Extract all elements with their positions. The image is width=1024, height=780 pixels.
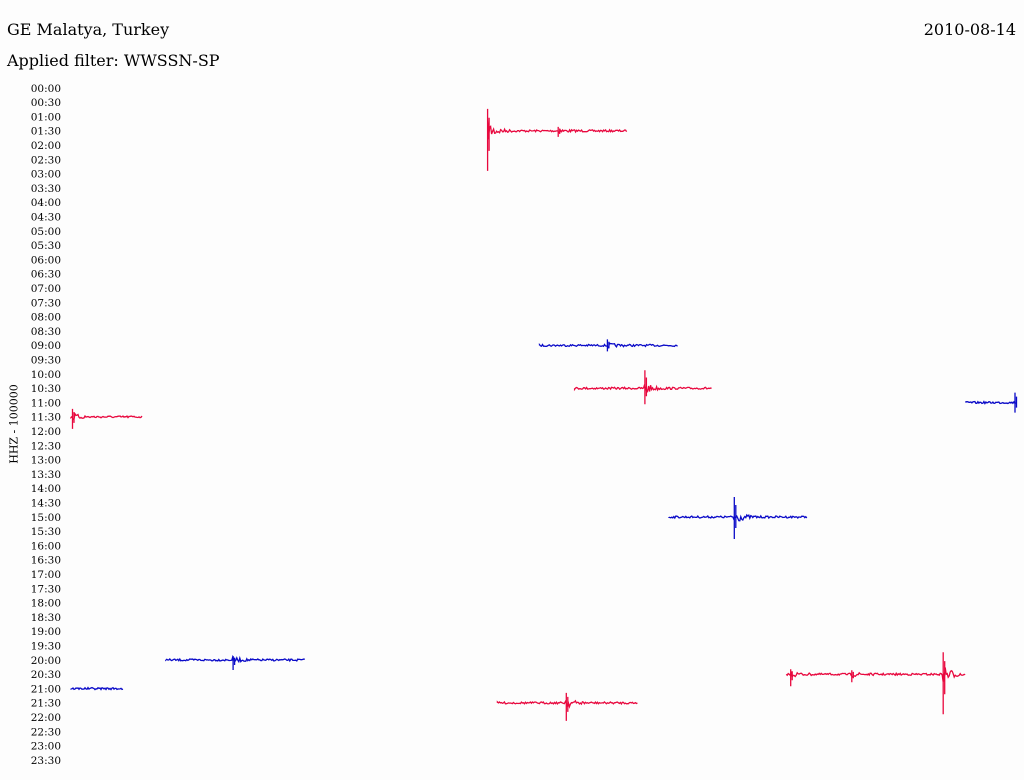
y-tick-label: 23:00 bbox=[31, 741, 61, 753]
y-tick-label: 17:30 bbox=[31, 583, 61, 595]
y-tick-label: 14:00 bbox=[31, 483, 61, 495]
y-tick-label: 01:00 bbox=[31, 111, 61, 123]
y-tick-labels: 00:00 00:30 01:00 01:30 02:00 02:30 03:00 03:30… bbox=[31, 83, 61, 767]
trace-segment bbox=[165, 654, 305, 670]
y-tick-label: 17:00 bbox=[31, 569, 61, 581]
trace-segment bbox=[538, 339, 678, 352]
y-tick-label: 01:30 bbox=[31, 126, 61, 138]
y-tick-label: 08:30 bbox=[31, 326, 61, 338]
y-tick-label: 03:00 bbox=[31, 169, 61, 181]
trace-segment bbox=[486, 108, 628, 171]
y-tick-label: 00:00 bbox=[31, 83, 61, 95]
plot-date: 2010-08-14 bbox=[923, 20, 1016, 39]
y-tick-label: 02:30 bbox=[31, 154, 61, 166]
y-tick-label: 20:30 bbox=[31, 669, 61, 681]
y-tick-label: 13:30 bbox=[31, 469, 61, 481]
seismic-traces bbox=[70, 108, 1018, 721]
trace-segment bbox=[785, 652, 966, 715]
y-tick-label: 04:00 bbox=[31, 197, 61, 209]
y-tick-label: 03:30 bbox=[31, 183, 61, 195]
station-title: GE Malatya, Turkey bbox=[7, 20, 170, 39]
y-tick-label: 12:00 bbox=[31, 426, 61, 438]
y-tick-label: 21:30 bbox=[31, 698, 61, 710]
y-tick-label: 14:30 bbox=[31, 498, 61, 510]
y-tick-label: 09:00 bbox=[31, 340, 61, 352]
y-tick-label: 12:30 bbox=[31, 440, 61, 452]
y-tick-label: 18:30 bbox=[31, 612, 61, 624]
trace-segment bbox=[70, 686, 124, 691]
y-tick-label: 22:00 bbox=[31, 712, 61, 724]
y-tick-label: 07:00 bbox=[31, 283, 61, 295]
y-tick-label: 10:00 bbox=[31, 369, 61, 381]
y-tick-label: 19:00 bbox=[31, 626, 61, 638]
y-tick-label: 10:30 bbox=[31, 383, 61, 395]
trace-segment bbox=[965, 392, 1018, 413]
y-tick-label: 23:30 bbox=[31, 755, 61, 767]
trace-segment bbox=[70, 408, 143, 429]
y-tick-label: 18:00 bbox=[31, 598, 61, 610]
y-tick-label: 21:00 bbox=[31, 683, 61, 695]
y-tick-label: 05:30 bbox=[31, 240, 61, 252]
filter-label: Applied filter: WWSSN-SP bbox=[7, 51, 220, 70]
y-tick-label: 06:30 bbox=[31, 269, 61, 281]
y-tick-label: 04:30 bbox=[31, 212, 61, 224]
y-tick-label: 00:30 bbox=[31, 97, 61, 109]
y-tick-label: 07:30 bbox=[31, 297, 61, 309]
trace-segment bbox=[496, 692, 638, 721]
y-tick-label: 05:00 bbox=[31, 226, 61, 238]
y-tick-label: 11:30 bbox=[31, 412, 61, 424]
y-tick-label: 20:00 bbox=[31, 655, 61, 667]
y-tick-label: 06:00 bbox=[31, 254, 61, 266]
trace-segment bbox=[573, 370, 712, 405]
y-tick-label: 19:30 bbox=[31, 641, 61, 653]
y-tick-label: 09:30 bbox=[31, 355, 61, 367]
y-tick-label: 15:30 bbox=[31, 526, 61, 538]
y-tick-label: 11:00 bbox=[31, 397, 61, 409]
y-tick-label: 13:00 bbox=[31, 455, 61, 467]
y-tick-label: 02:00 bbox=[31, 140, 61, 152]
y-tick-label: 16:30 bbox=[31, 555, 61, 567]
y-tick-label: 15:00 bbox=[31, 512, 61, 524]
y-tick-label: 08:00 bbox=[31, 312, 61, 324]
trace-segment bbox=[668, 497, 808, 539]
y-tick-label: 22:30 bbox=[31, 726, 61, 738]
y-tick-label: 16:00 bbox=[31, 540, 61, 552]
